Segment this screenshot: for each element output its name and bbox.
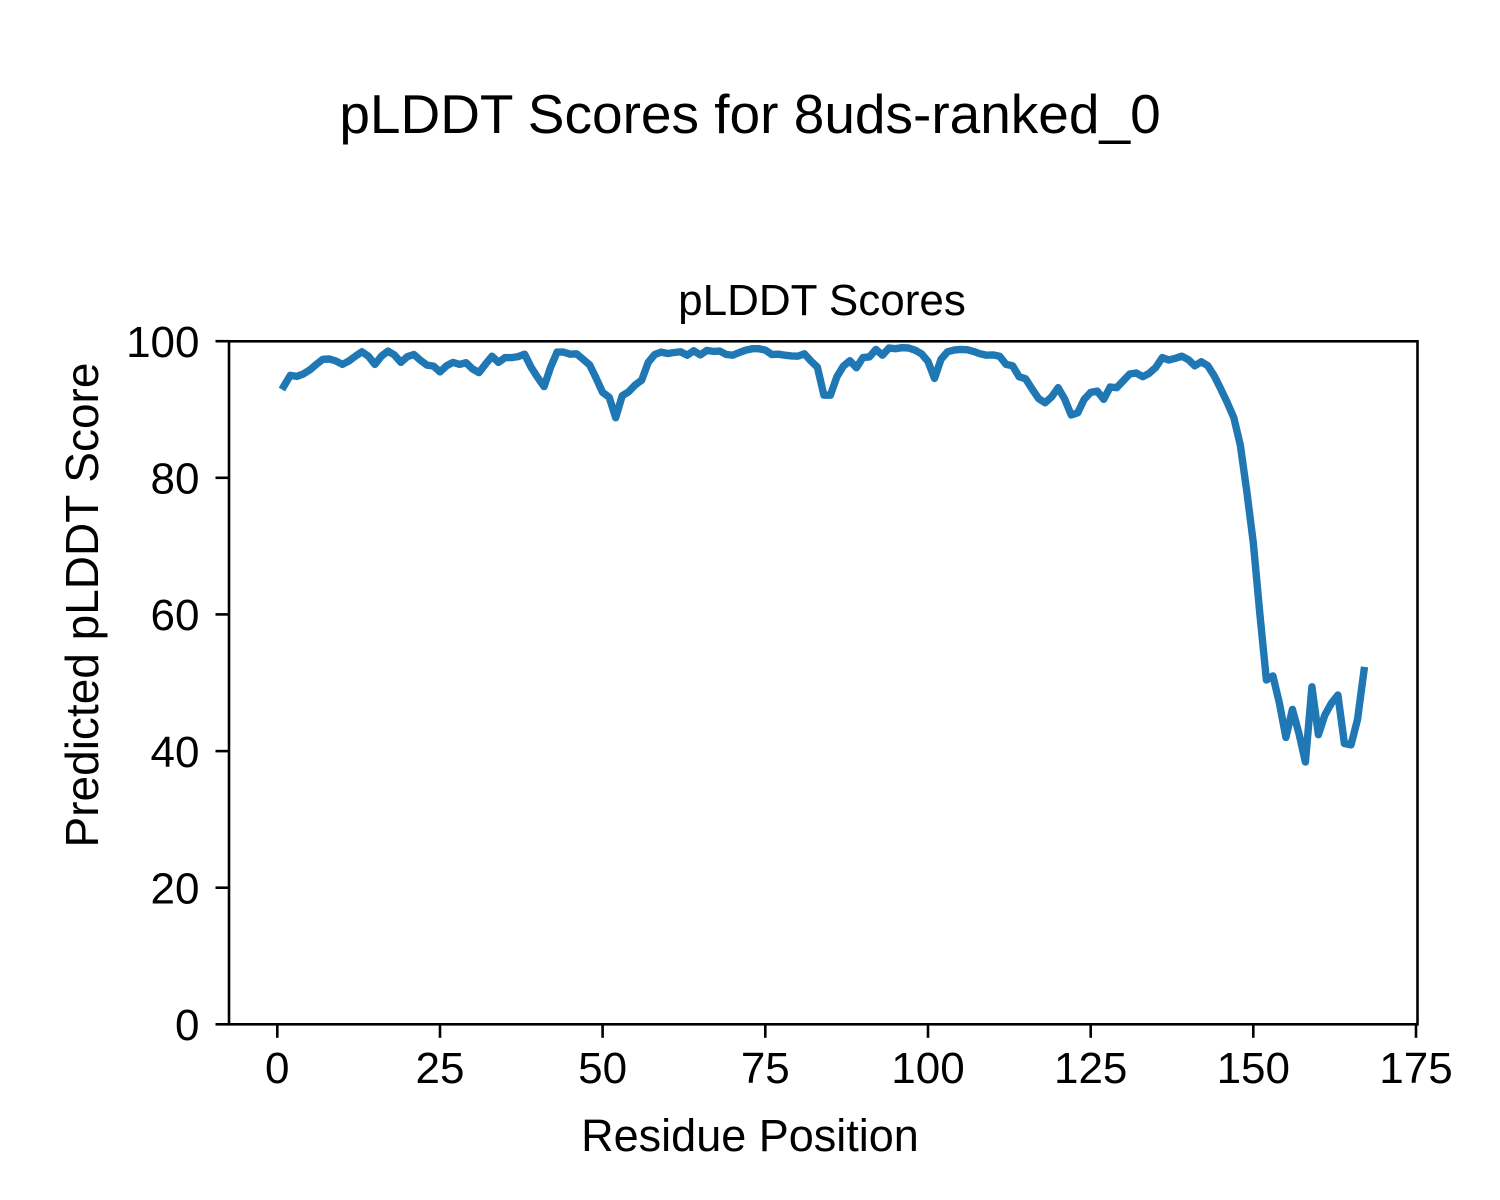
- svg-text:175: 175: [1379, 1044, 1452, 1093]
- svg-text:Predicted pLDDT Score: Predicted pLDDT Score: [56, 363, 108, 848]
- svg-text:75: 75: [741, 1044, 790, 1093]
- svg-text:pLDDT Scores for 8uds-ranked_0: pLDDT Scores for 8uds-ranked_0: [339, 83, 1160, 145]
- svg-text:20: 20: [151, 864, 200, 913]
- svg-text:40: 40: [151, 728, 200, 777]
- svg-text:80: 80: [151, 455, 200, 504]
- svg-text:pLDDT Scores: pLDDT Scores: [678, 276, 966, 325]
- svg-text:0: 0: [175, 1001, 199, 1050]
- svg-text:100: 100: [891, 1044, 964, 1093]
- svg-text:Residue Position: Residue Position: [581, 1110, 919, 1161]
- svg-text:50: 50: [578, 1044, 627, 1093]
- svg-text:150: 150: [1217, 1044, 1290, 1093]
- svg-text:0: 0: [265, 1044, 289, 1093]
- svg-text:100: 100: [126, 318, 199, 367]
- svg-text:25: 25: [416, 1044, 465, 1093]
- svg-text:60: 60: [151, 591, 200, 640]
- svg-text:125: 125: [1054, 1044, 1127, 1093]
